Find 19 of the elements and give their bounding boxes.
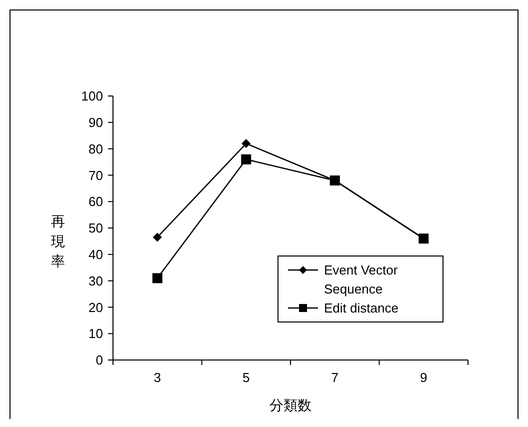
x-tick-label: 9 [420, 370, 428, 385]
y-tick-label: 70 [88, 168, 103, 183]
y-tick-label: 80 [88, 141, 103, 156]
x-tick-label: 5 [242, 370, 250, 385]
y-tick-label: 0 [96, 352, 103, 368]
x-tick-label: 7 [331, 370, 338, 385]
x-tick-label: 3 [154, 370, 161, 385]
y-tick-label: 50 [88, 220, 103, 236]
legend-label: Edit distance [324, 300, 398, 316]
y-axis-title: 再現率 [51, 213, 65, 269]
x-axis-title: 分類数 [270, 397, 312, 413]
y-tick-label: 100 [81, 88, 103, 104]
y-tick-label: 10 [88, 326, 103, 342]
y-tick-label: 20 [88, 300, 103, 315]
y-tick-label: 30 [88, 273, 103, 288]
y-tick-label: 40 [88, 246, 103, 262]
legend-label: Event Vector Sequence [324, 262, 398, 297]
y-tick-label: 90 [88, 114, 103, 130]
y-tick-label: 60 [88, 194, 103, 210]
